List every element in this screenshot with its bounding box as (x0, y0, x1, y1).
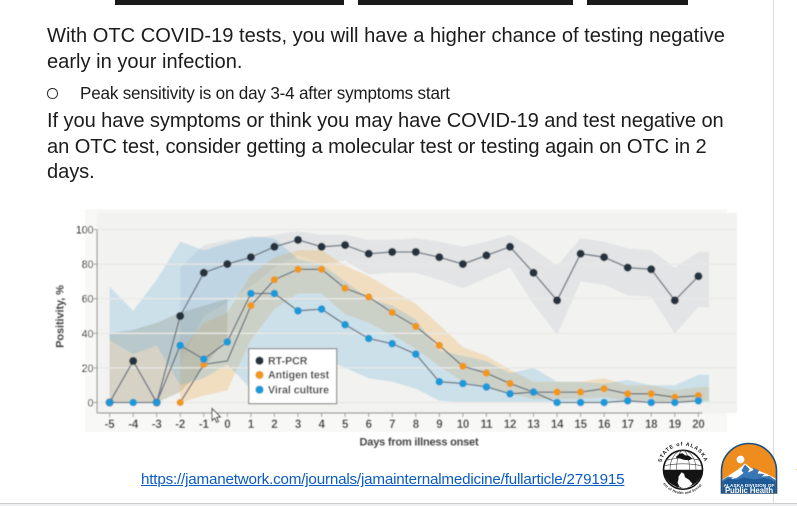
svg-text:-5: -5 (105, 419, 116, 431)
svg-text:Antigen test: Antigen test (268, 370, 330, 382)
svg-text:4: 4 (318, 419, 325, 431)
svg-text:1: 1 (248, 419, 255, 431)
svg-text:11: 11 (481, 419, 494, 431)
svg-text:19: 19 (669, 419, 681, 431)
svg-text:18: 18 (645, 419, 658, 431)
svg-text:8: 8 (413, 419, 420, 431)
svg-text:10: 10 (457, 419, 469, 431)
svg-text:-2: -2 (175, 419, 185, 431)
svg-text:Positivity, %: Positivity, % (55, 285, 67, 348)
svg-text:3: 3 (295, 419, 301, 431)
svg-text:100: 100 (76, 225, 94, 237)
svg-text:0: 0 (224, 419, 230, 431)
svg-text:Public Health: Public Health (725, 486, 773, 495)
svg-text:6: 6 (366, 419, 372, 431)
svg-text:-4: -4 (128, 419, 139, 431)
svg-text:-1: -1 (199, 419, 210, 431)
svg-text:5: 5 (342, 419, 349, 431)
svg-text:20: 20 (82, 363, 94, 375)
svg-text:13: 13 (527, 419, 539, 431)
svg-text:60: 60 (82, 294, 94, 306)
svg-text:16: 16 (598, 419, 610, 431)
svg-text:14: 14 (551, 419, 564, 431)
svg-text:12: 12 (504, 419, 516, 431)
svg-text:-3: -3 (152, 419, 162, 431)
svg-text:Viral culture: Viral culture (268, 384, 329, 396)
svg-text:17: 17 (621, 419, 633, 431)
svg-text:40: 40 (82, 328, 94, 340)
svg-text:RT-PCR: RT-PCR (268, 355, 308, 367)
svg-text:0: 0 (88, 398, 94, 410)
svg-text:Days from illness onset: Days from illness onset (360, 437, 479, 449)
svg-text:20: 20 (692, 419, 704, 431)
svg-text:7: 7 (389, 419, 395, 431)
svg-text:2: 2 (271, 419, 277, 431)
svg-text:9: 9 (436, 419, 442, 431)
svg-text:15: 15 (574, 419, 587, 431)
svg-text:80: 80 (82, 259, 94, 271)
svg-text:ALASKA DIVISION OF: ALASKA DIVISION OF (724, 483, 775, 488)
